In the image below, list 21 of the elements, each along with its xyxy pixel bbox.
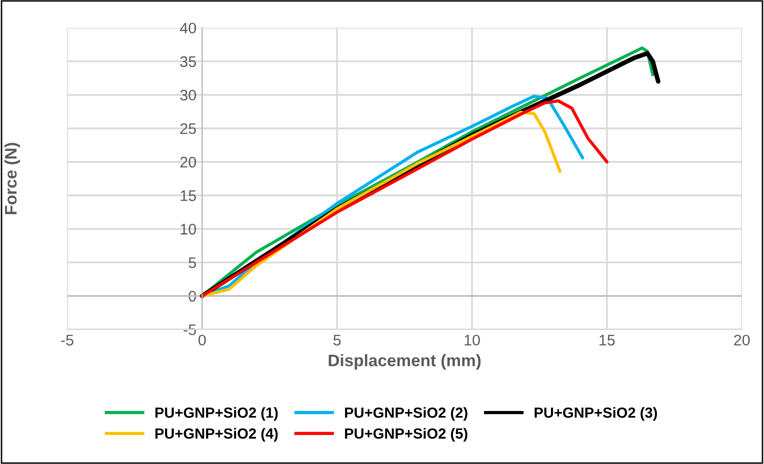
x-tick-label: 0: [198, 334, 206, 346]
x-tick-label: 5: [333, 334, 341, 346]
y-tick-label: 40: [180, 22, 196, 34]
x-axis-title: Displacement (mm): [328, 354, 481, 370]
y-tick-label: 10: [180, 224, 196, 235]
legend-label: PU+GNP+SiO2 (2): [345, 407, 468, 421]
y-tick-label: 5: [188, 257, 196, 268]
legend-label: PU+GNP+SiO2 (4): [155, 428, 278, 442]
x-tick-label: -5: [61, 334, 74, 346]
x-tick-label: 15: [600, 334, 615, 346]
x-tick-label: 20: [734, 334, 750, 346]
y-tick-label: 15: [180, 190, 196, 202]
y-tick-label: 35: [180, 56, 196, 68]
y-tick-label: 30: [180, 90, 196, 101]
legend-label: PU+GNP+SiO2 (5): [345, 428, 468, 442]
x-tick-label: 10: [464, 334, 480, 346]
y-tick-label: 20: [180, 156, 196, 168]
y-tick-label: 25: [180, 123, 196, 134]
legend-label: PU+GNP+SiO2 (3): [534, 407, 657, 421]
y-axis-title: Force (N): [4, 142, 20, 214]
legend-label: PU+GNP+SiO2 (1): [155, 407, 278, 421]
